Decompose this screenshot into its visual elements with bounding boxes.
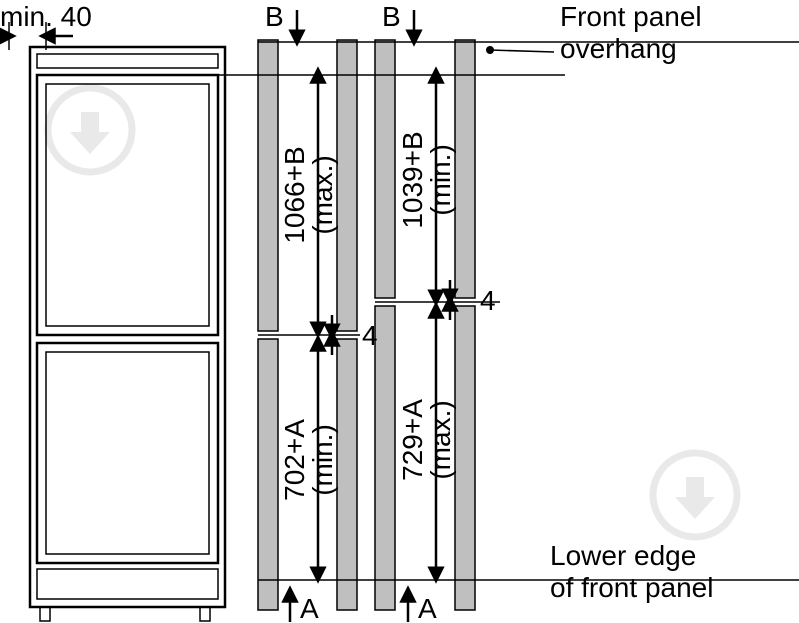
dimension-upper-left: 1066+B(max.) [279,146,338,243]
watermark-icon [48,88,132,172]
panel-column [375,306,395,610]
panel-column [258,40,278,331]
panel-column [258,339,278,610]
panel-column [375,40,395,298]
callout-lower-edge: of front panel [550,572,713,603]
watermark-icon [653,453,737,537]
dimension-B: B [382,1,401,32]
appliance-outline [30,47,225,621]
svg-text:(max.): (max.) [307,155,338,234]
svg-text:(min.): (min.) [425,144,456,216]
svg-text:1066+B: 1066+B [279,146,310,243]
dimension-gap4: 4 [480,285,496,316]
callout-front-panel-overhang: overhang [560,33,677,64]
panel-column [337,40,357,331]
svg-text:(max.): (max.) [425,400,456,479]
diagram-canvas: min. 40BBAA441066+B(max.)1039+B(min.)702… [0,0,799,623]
panel-column [455,306,475,610]
svg-text:702+A: 702+A [279,419,310,501]
dimension-A: A [418,593,437,623]
svg-text:729+A: 729+A [397,399,428,481]
svg-text:(min.): (min.) [307,424,338,496]
callout-front-panel-overhang: Front panel [560,1,702,32]
panel-column [455,40,475,298]
dimension-lower-left: 702+A(min.) [279,419,338,501]
dimension-upper-right: 1039+B(min.) [397,131,456,228]
dimension-B: B [265,1,284,32]
svg-text:1039+B: 1039+B [397,131,428,228]
dimension-lower-right: 729+A(max.) [397,399,456,481]
callout-lower-edge: Lower edge [550,540,696,571]
panel-column [337,339,357,610]
dimension-A: A [300,593,319,623]
dimension-gap4: 4 [362,320,378,351]
